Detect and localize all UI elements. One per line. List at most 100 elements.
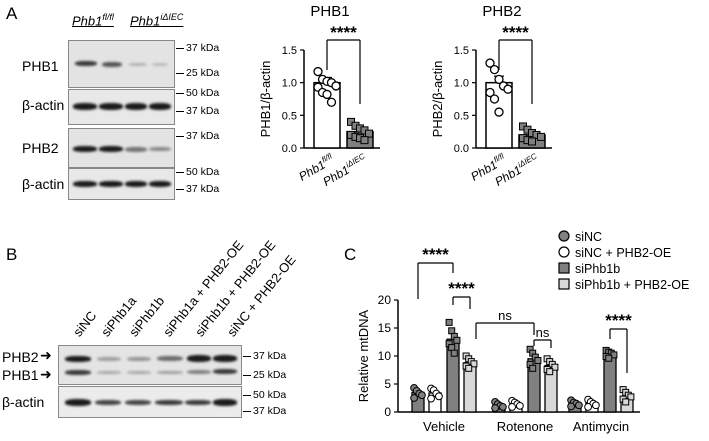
blot-a-actin-1-marker-37: 37 kDa bbox=[176, 105, 219, 117]
chart-title: PHB1 bbox=[310, 3, 349, 20]
data-point bbox=[326, 97, 337, 107]
data-point bbox=[534, 356, 542, 364]
blot-a-phb1-marker-37: 37 kDa bbox=[176, 42, 219, 54]
y-tick-label: 0 bbox=[384, 405, 391, 419]
legend-label: siNC + PHB2-OE bbox=[575, 246, 671, 260]
x-tick-label: Antimycin bbox=[573, 419, 629, 434]
bar bbox=[603, 352, 617, 413]
data-point bbox=[575, 401, 583, 410]
blot-b-actin bbox=[58, 386, 242, 418]
data-point bbox=[508, 403, 517, 411]
data-point bbox=[427, 394, 435, 403]
legend-label: siPhb1b + PHB2-OE bbox=[575, 278, 689, 292]
data-point bbox=[567, 402, 576, 411]
blot-b-marker-37: 37 kDa bbox=[243, 350, 286, 362]
blot-a-row-label-actin-1: β-actin bbox=[22, 97, 65, 113]
data-point bbox=[313, 66, 323, 77]
data-point bbox=[485, 87, 495, 98]
blot-a-phb1-marker-25: 25 kDa bbox=[176, 67, 219, 79]
significance-label: ns bbox=[498, 308, 512, 323]
data-point bbox=[605, 354, 613, 362]
data-point bbox=[489, 94, 500, 104]
y-axis-label: PHB1/β-actin bbox=[258, 61, 273, 138]
data-point bbox=[494, 74, 504, 85]
data-point bbox=[627, 393, 635, 401]
data-point bbox=[360, 136, 369, 145]
data-point bbox=[537, 132, 545, 141]
blot-a-actin-2-marker-50: 50 kDa bbox=[176, 166, 219, 178]
arrow-right-icon: ➜ bbox=[40, 366, 52, 382]
blot-b-row-label-phb2: PHB2 bbox=[2, 349, 39, 365]
data-point bbox=[491, 404, 500, 412]
significance-label: **** bbox=[422, 245, 449, 264]
y-tick-label: 1.0 bbox=[282, 78, 297, 90]
chart-phb1: PHB10.00.51.01.5PHB1/β-actinPhb1fl/flPhb… bbox=[258, 3, 380, 189]
chart-title: PHB2 bbox=[482, 3, 521, 20]
data-point bbox=[503, 84, 513, 94]
blot-a-phb1 bbox=[68, 40, 175, 88]
y-tick-label: 15 bbox=[378, 321, 392, 335]
data-point bbox=[453, 336, 461, 344]
blot-a-phb2-marker-37: 37 kDa bbox=[176, 130, 219, 142]
y-tick-label: 0.0 bbox=[282, 143, 297, 155]
data-point bbox=[546, 368, 554, 376]
blot-a-phb2 bbox=[68, 128, 175, 168]
legend-marker bbox=[558, 278, 570, 290]
y-tick-label: 1.5 bbox=[282, 45, 297, 57]
blot-b-row-label-actin: β-actin bbox=[2, 394, 45, 410]
chart-phb2: PHB20.00.51.01.5PHB2/β-actinPhb1fl/flPhb… bbox=[430, 3, 552, 189]
data-point bbox=[499, 403, 507, 411]
data-point bbox=[322, 89, 332, 100]
y-tick-label: 10 bbox=[378, 349, 392, 363]
significance-label: **** bbox=[502, 23, 529, 42]
y-tick-label: 20 bbox=[378, 293, 392, 307]
data-point bbox=[435, 392, 443, 401]
significance-label: **** bbox=[448, 279, 475, 298]
data-point bbox=[584, 403, 593, 411]
data-point bbox=[418, 391, 426, 400]
y-tick-label: 0.0 bbox=[454, 143, 469, 155]
data-point bbox=[551, 363, 559, 371]
y-axis-label: PHB2/β-actin bbox=[430, 61, 445, 138]
significance-label: **** bbox=[605, 311, 632, 330]
data-point bbox=[485, 58, 495, 68]
panel-a-label: A bbox=[6, 4, 18, 23]
blot-a-actin-1 bbox=[68, 89, 175, 125]
legend-marker bbox=[558, 230, 570, 242]
data-point bbox=[465, 364, 473, 372]
legend-label: siPhb1b bbox=[575, 262, 620, 276]
blot-b-actin-marker-37: 37 kDa bbox=[243, 405, 286, 417]
blot-a-row-label-actin-2: β-actin bbox=[22, 176, 65, 192]
blot-a-actin-2-marker-37: 37 kDa bbox=[176, 183, 219, 195]
y-tick-label: 0.5 bbox=[454, 110, 469, 122]
blot-a-group-2: Phb1iΔIEC bbox=[130, 12, 184, 29]
blot-b-phb bbox=[58, 345, 242, 385]
data-point bbox=[494, 107, 504, 117]
y-tick-label: 5 bbox=[384, 377, 391, 391]
panel-b-label: B bbox=[6, 245, 18, 264]
x-tick-label: Rotenone bbox=[497, 419, 553, 434]
blot-b-row-label-phb1: PHB1 bbox=[2, 367, 39, 383]
blot-a-actin-1-marker-50: 50 kDa bbox=[176, 87, 219, 99]
panel-c-label: C bbox=[344, 245, 357, 264]
data-point bbox=[331, 81, 341, 91]
data-point bbox=[365, 129, 373, 138]
y-tick-label: 0.5 bbox=[282, 110, 297, 122]
legend-marker bbox=[558, 246, 570, 258]
significance-label: **** bbox=[330, 23, 357, 42]
data-point bbox=[445, 318, 453, 326]
legend-label: siNC bbox=[575, 230, 602, 244]
x-tick-label: Vehicle bbox=[423, 419, 465, 434]
blot-a-group-1: Phb1fl/fl bbox=[72, 12, 114, 29]
data-point bbox=[448, 327, 456, 335]
blot-b-marker-25: 25 kDa bbox=[243, 369, 286, 381]
blot-a-row-label-phb1: PHB1 bbox=[22, 58, 59, 74]
y-tick-label: 1.5 bbox=[454, 45, 469, 57]
data-point bbox=[489, 64, 500, 75]
arrow-right-icon: ➜ bbox=[40, 347, 52, 363]
data-point bbox=[529, 364, 537, 372]
data-point bbox=[410, 394, 418, 402]
blot-a-row-label-phb2: PHB2 bbox=[22, 140, 59, 156]
data-point bbox=[528, 137, 536, 146]
significance-label: ns bbox=[536, 325, 550, 340]
